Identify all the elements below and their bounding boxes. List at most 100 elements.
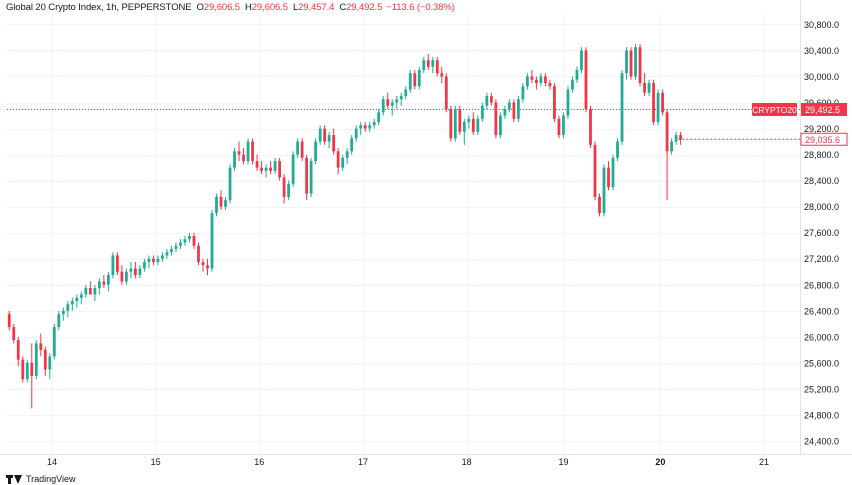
candle-body	[602, 167, 606, 214]
candle-body	[417, 69, 421, 87]
candle-body	[305, 157, 309, 194]
x-tick-label: 21	[759, 457, 769, 467]
candle-body	[314, 141, 318, 162]
candle-body	[530, 76, 534, 80]
candle-body	[48, 356, 52, 370]
y-tick-label: 30,400.0	[804, 46, 839, 56]
candle-body	[661, 92, 664, 113]
candle-body	[485, 96, 489, 106]
candle-body	[607, 167, 610, 188]
candle-body	[422, 60, 426, 70]
y-tick-label: 30,000.0	[804, 72, 839, 82]
candle-body	[670, 141, 673, 152]
x-tick-label: 14	[47, 457, 57, 467]
candle-body	[431, 60, 435, 67]
candle-body	[269, 167, 272, 171]
y-tick-label: 25,200.0	[804, 384, 839, 394]
candle-body	[97, 281, 101, 289]
candle-body	[219, 196, 223, 207]
y-tick-label: 28,800.0	[804, 150, 839, 160]
candle-body	[255, 161, 259, 168]
tradingview-logo-icon	[6, 474, 22, 484]
tradingview-attribution[interactable]: TradingView	[6, 474, 76, 484]
candle-body	[341, 157, 345, 168]
candle-body	[665, 112, 669, 152]
candle-body	[174, 245, 178, 249]
symbol-tag-label: CRYPTO20	[752, 105, 797, 115]
y-tick-label: 28,400.0	[804, 176, 839, 186]
y-tick-label: 26,800.0	[804, 280, 839, 290]
last-price-label: 29,492.5	[805, 105, 840, 115]
candle-body	[557, 118, 561, 136]
candle-body	[233, 151, 236, 168]
candle-body	[57, 314, 61, 328]
candle-body	[656, 92, 660, 123]
candle-body	[526, 76, 529, 87]
candle-body	[129, 268, 133, 272]
candle-body	[480, 105, 484, 119]
candle-body	[674, 135, 678, 142]
candle-body	[368, 125, 372, 129]
symbol-title: Global 20 Crypto Index, 1h, PEPPERSTONE	[6, 2, 192, 13]
candle-body	[192, 235, 196, 246]
candle-body	[521, 86, 525, 100]
symbol-tag	[752, 103, 797, 117]
candle-body	[66, 304, 70, 311]
candle-body	[111, 255, 115, 276]
x-tick-label: 18	[462, 457, 472, 467]
candle-body	[34, 343, 38, 376]
candle-body	[197, 245, 200, 262]
candle-body	[453, 109, 457, 139]
candle-body	[471, 118, 475, 132]
candle-body	[625, 50, 628, 74]
candle-body	[616, 141, 619, 158]
candle-body	[188, 235, 191, 240]
x-tick-label: 20	[655, 457, 665, 467]
y-tick-label: 24,800.0	[804, 410, 839, 420]
candle-body	[512, 102, 516, 119]
candle-body	[575, 69, 579, 80]
candle-body	[273, 161, 277, 171]
candle-body	[386, 99, 390, 106]
candle-body	[52, 327, 56, 357]
chart-legend: Global 20 Crypto Index, 1h, PEPPERSTONE O…	[6, 2, 455, 13]
candle-body	[25, 362, 29, 380]
candle-body	[629, 50, 633, 77]
candle-body	[251, 141, 254, 162]
candle-body	[611, 157, 615, 188]
candle-body	[354, 128, 358, 139]
candle-body	[215, 196, 218, 214]
y-tick-label: 26,400.0	[804, 306, 839, 316]
candle-body	[553, 86, 556, 119]
y-tick-label: 30,800.0	[804, 20, 839, 30]
candle-body	[580, 50, 583, 70]
candle-body	[489, 96, 493, 103]
candle-body	[134, 268, 137, 276]
candle-body	[440, 73, 444, 77]
candle-body	[291, 154, 295, 184]
candle-body	[408, 73, 412, 90]
candle-body	[183, 239, 187, 243]
candle-body	[620, 73, 624, 142]
high-label: H	[244, 2, 252, 13]
candle-body	[359, 125, 363, 129]
x-tick-label: 17	[358, 457, 368, 467]
candle-body	[228, 167, 232, 201]
candle-body	[287, 183, 291, 197]
candle-body	[237, 151, 241, 155]
low-value: 29,457.4	[298, 2, 335, 13]
candle-body	[494, 102, 498, 136]
candle-body	[206, 265, 209, 269]
candle-body	[390, 102, 394, 106]
x-tick-label: 19	[558, 457, 568, 467]
candle-body	[165, 252, 169, 256]
candle-body	[377, 112, 381, 123]
candle-body	[544, 76, 547, 83]
candle-body	[652, 82, 655, 123]
last-price-tag	[801, 103, 847, 117]
y-tick-label: 25,600.0	[804, 358, 839, 368]
y-tick-label: 27,200.0	[804, 254, 839, 264]
candle-body	[643, 82, 646, 93]
candle-body	[336, 151, 340, 168]
